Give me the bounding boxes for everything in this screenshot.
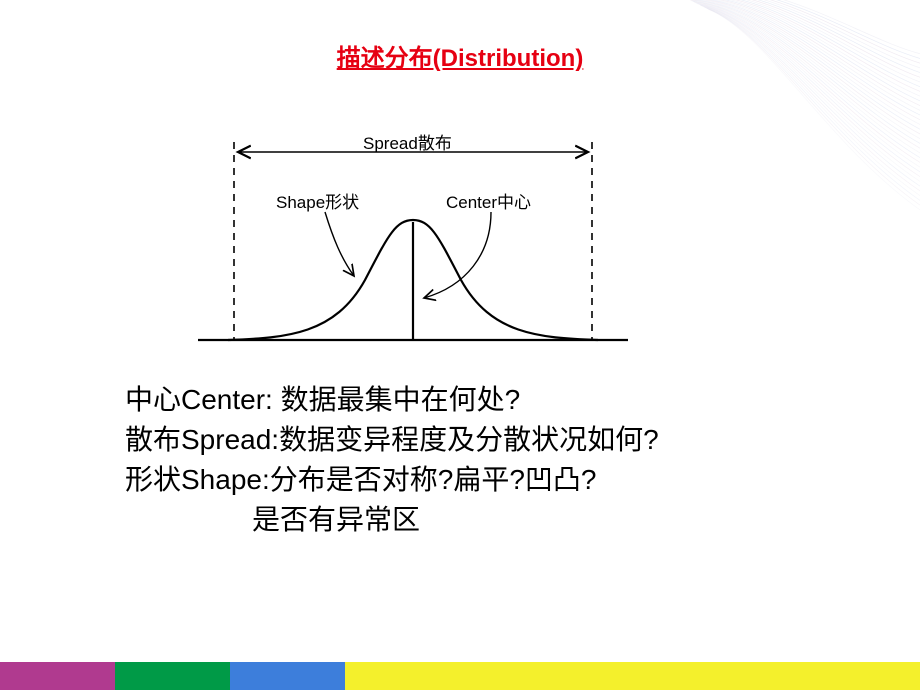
footer-segment (0, 662, 115, 690)
bell-curve-svg (198, 128, 628, 358)
footer-segment (230, 662, 345, 690)
footer-segment (345, 662, 920, 690)
spread-label: Spread散布 (363, 129, 452, 154)
body-line-indent: 是否有异常区 (252, 498, 420, 538)
body-line: 中心Center: 数据最集中在何处? (125, 378, 520, 418)
shape-label: Shape形状 (276, 188, 359, 213)
body-line: 散布Spread:数据变异程度及分散状况如何? (125, 418, 659, 458)
distribution-diagram: Spread散布 Shape形状 Center中心 (198, 128, 628, 358)
decorative-wisp (660, 0, 920, 210)
footer-color-bar (0, 662, 920, 690)
footer-segment (115, 662, 230, 690)
body-line: 形状Shape:分布是否对称?扁平?凹凸? (125, 458, 596, 498)
center-label: Center中心 (446, 188, 531, 213)
page-title: 描述分布(Distribution) (337, 38, 584, 73)
